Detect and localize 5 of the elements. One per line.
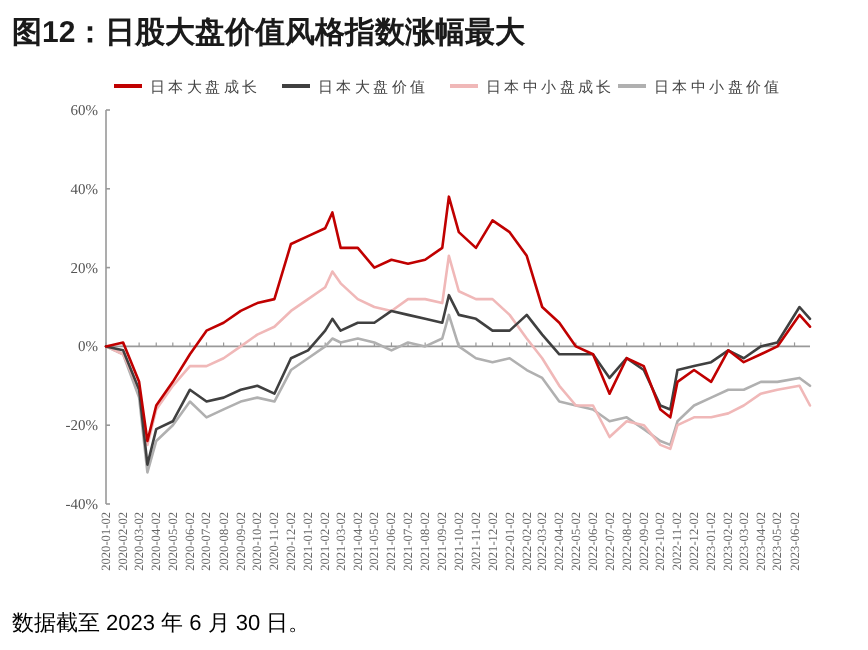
chart-title: 图12：日股大盘价值风格指数涨幅最大 — [12, 16, 528, 50]
line-series — [104, 254, 812, 451]
line-series — [104, 195, 812, 443]
line-series — [104, 293, 812, 466]
text: 数据截至 2023 年 6 月 30 日。 — [12, 610, 311, 636]
